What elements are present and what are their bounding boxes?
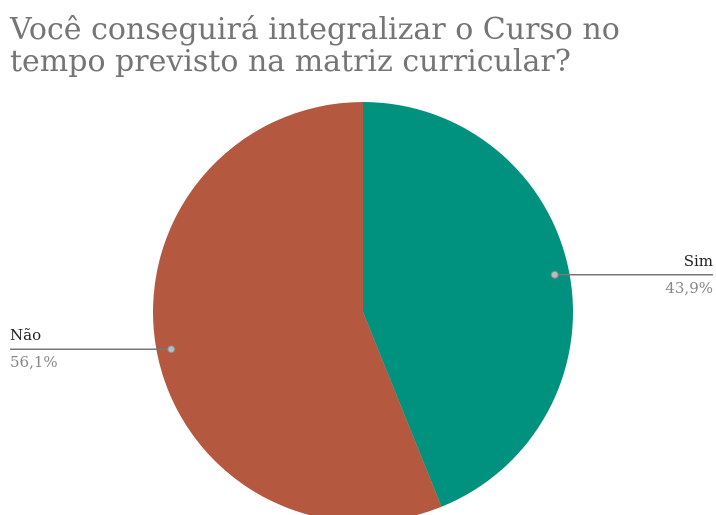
pie-slice (363, 102, 574, 507)
slice-label: Sim (684, 252, 713, 270)
leader-dot (167, 345, 176, 354)
value-label: 56,1% (10, 353, 58, 371)
chart-title: Você conseguirá integralizar o Curso no … (10, 12, 620, 79)
leader-dot (550, 270, 559, 279)
slice-label: Não (10, 326, 41, 344)
pie-slice (153, 102, 442, 515)
value-label: 43,9% (665, 279, 713, 297)
